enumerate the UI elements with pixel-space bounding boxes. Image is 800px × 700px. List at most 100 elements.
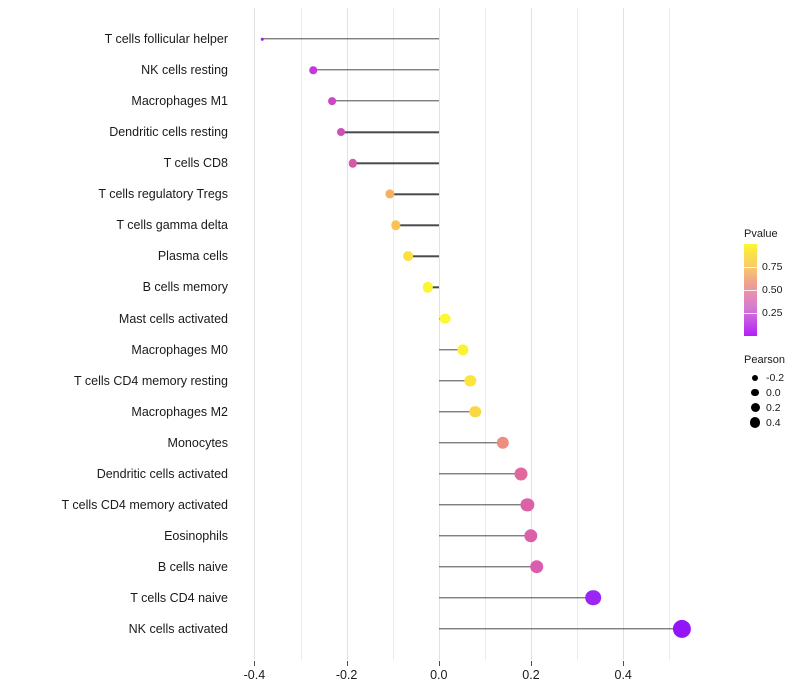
lollipop-point[interactable] <box>464 374 476 387</box>
x-axis-tick-label: 0.2 <box>522 668 540 682</box>
y-axis-tick-label: Macrophages M2 <box>131 404 228 419</box>
gridline-minor <box>669 8 671 660</box>
legend-group: Pvalue 0.75 0.50 0.25 Pearson -0.2 0.0 0.2 0.… <box>744 228 800 430</box>
gridline-major <box>254 8 256 660</box>
pvalue-legend-title: Pvalue <box>744 228 778 240</box>
y-axis-tick-label: Dendritic cells resting <box>109 124 228 139</box>
x-axis-tick-mark <box>438 661 440 666</box>
lollipop-point[interactable] <box>523 529 538 543</box>
lollipop-stem <box>438 504 528 506</box>
y-axis-tick-label: Eosinophils <box>164 528 228 543</box>
lollipop-stem <box>313 69 439 71</box>
lollipop-point[interactable] <box>457 343 469 356</box>
y-axis-tick-label: NK cells activated <box>128 621 228 636</box>
lollipop-point[interactable] <box>514 467 528 481</box>
gridline-major <box>623 8 625 660</box>
lollipop-point[interactable] <box>585 590 602 606</box>
lollipop-stem <box>438 597 594 599</box>
colorbar-tick <box>744 267 757 268</box>
y-axis-tick-label: T cells follicular helper <box>104 31 228 46</box>
y-axis-tick-label: T cells regulatory Tregs <box>98 187 228 202</box>
y-axis-tick-label: T cells CD4 memory resting <box>74 373 228 388</box>
lollipop-point[interactable] <box>529 560 544 574</box>
lollipop-point[interactable] <box>261 37 264 41</box>
x-axis-tick-label: -0.4 <box>243 668 266 682</box>
lollipop-point[interactable] <box>403 251 414 262</box>
x-axis-tick-mark <box>531 661 532 666</box>
y-axis-tick-label: T cells CD8 <box>163 155 228 170</box>
colorbar-tick-label: 0.75 <box>762 261 783 273</box>
gridline-major <box>438 8 440 660</box>
pearson-legend-dot-cell <box>744 388 766 397</box>
pearson-legend-title: Pearson <box>744 354 785 366</box>
lollipop-stem <box>438 535 531 537</box>
lollipop-stem <box>438 441 503 444</box>
lollipop-point[interactable] <box>348 158 357 168</box>
gridline-minor <box>300 8 302 660</box>
pearson-legend-dot <box>749 417 761 428</box>
y-axis-tick-label: T cells CD4 memory activated <box>61 497 229 512</box>
pearson-legend-dot-cell <box>744 403 766 412</box>
lollipop-stem <box>438 379 471 382</box>
y-axis-tick-label: Dendritic cells activated <box>96 466 228 481</box>
lollipop-stem <box>340 131 439 133</box>
x-axis-tick-mark <box>623 661 625 666</box>
lollipop-point[interactable] <box>327 97 336 105</box>
lollipop-point[interactable] <box>520 498 534 512</box>
gridline-minor <box>484 8 486 660</box>
y-axis-tick-label: Macrophages M1 <box>131 93 228 108</box>
pearson-legend-item: -0.2 <box>744 370 800 385</box>
x-axis-tick-label: -0.2 <box>335 668 358 682</box>
lollipop-stem <box>438 566 537 568</box>
colorbar-tick-label: 0.25 <box>762 307 783 319</box>
lollipop-stem <box>262 38 439 40</box>
gridline-minor <box>577 8 579 660</box>
colorbar-tick <box>744 313 757 314</box>
lollipop-point[interactable] <box>391 220 401 230</box>
lollipop-point[interactable] <box>672 619 691 639</box>
lollipop-point[interactable] <box>336 128 345 137</box>
pearson-legend-dot <box>752 374 758 381</box>
lollipop-stem <box>331 100 439 102</box>
lollipop-point[interactable] <box>384 189 395 199</box>
lollipop-point[interactable] <box>469 405 482 418</box>
y-axis-tick-label: Monocytes <box>167 435 228 450</box>
lollipop-stem <box>427 286 439 289</box>
pearson-legend-dot-cell <box>744 374 766 381</box>
x-axis-tick-label: 0.4 <box>614 668 632 682</box>
lollipop-point[interactable] <box>496 436 510 449</box>
lollipop-stem <box>396 224 439 226</box>
lollipop-stem <box>438 410 476 413</box>
lollipop-stem <box>438 628 682 630</box>
x-axis-tick-label: 0.0 <box>430 668 448 682</box>
gridline-major <box>531 8 532 660</box>
lollipop-point[interactable] <box>439 313 451 324</box>
plot-panel <box>236 8 697 660</box>
lollipop-stem <box>408 255 439 258</box>
lollipop-stem <box>389 193 439 195</box>
pearson-legend-item: 0.4 <box>744 415 800 430</box>
lollipop-stem <box>438 348 464 351</box>
pearson-legend-label: -0.2 <box>766 371 785 384</box>
colorbar-tick <box>744 290 757 291</box>
y-axis-tick-label: Mast cells activated <box>118 311 228 326</box>
pearson-size-legend: Pearson -0.2 0.0 0.2 0.4 <box>744 354 800 430</box>
lollipop-stem <box>352 162 439 164</box>
pvalue-colorbar: 0.75 0.50 0.25 <box>744 244 798 336</box>
y-axis-tick-label: Plasma cells <box>157 249 228 264</box>
colorbar-tick-label: 0.50 <box>762 284 783 296</box>
y-axis-labels: T cells follicular helper NK cells restin… <box>0 0 229 700</box>
x-axis-tick-mark <box>254 661 256 666</box>
y-axis-tick-label: B cells naive <box>157 559 228 574</box>
y-axis-tick-label: T cells gamma delta <box>116 218 228 233</box>
lollipop-point[interactable] <box>422 282 433 293</box>
pearson-legend-items: -0.2 0.0 0.2 0.4 <box>744 370 800 430</box>
pearson-legend-label: 0.2 <box>766 401 781 414</box>
x-axis-tick-mark <box>346 661 348 666</box>
lollipop-stem <box>438 472 521 475</box>
pearson-legend-item: 0.2 <box>744 400 800 415</box>
gridline-minor <box>392 8 394 660</box>
pearson-legend-label: 0.0 <box>766 386 781 399</box>
lollipop-point[interactable] <box>309 66 318 74</box>
